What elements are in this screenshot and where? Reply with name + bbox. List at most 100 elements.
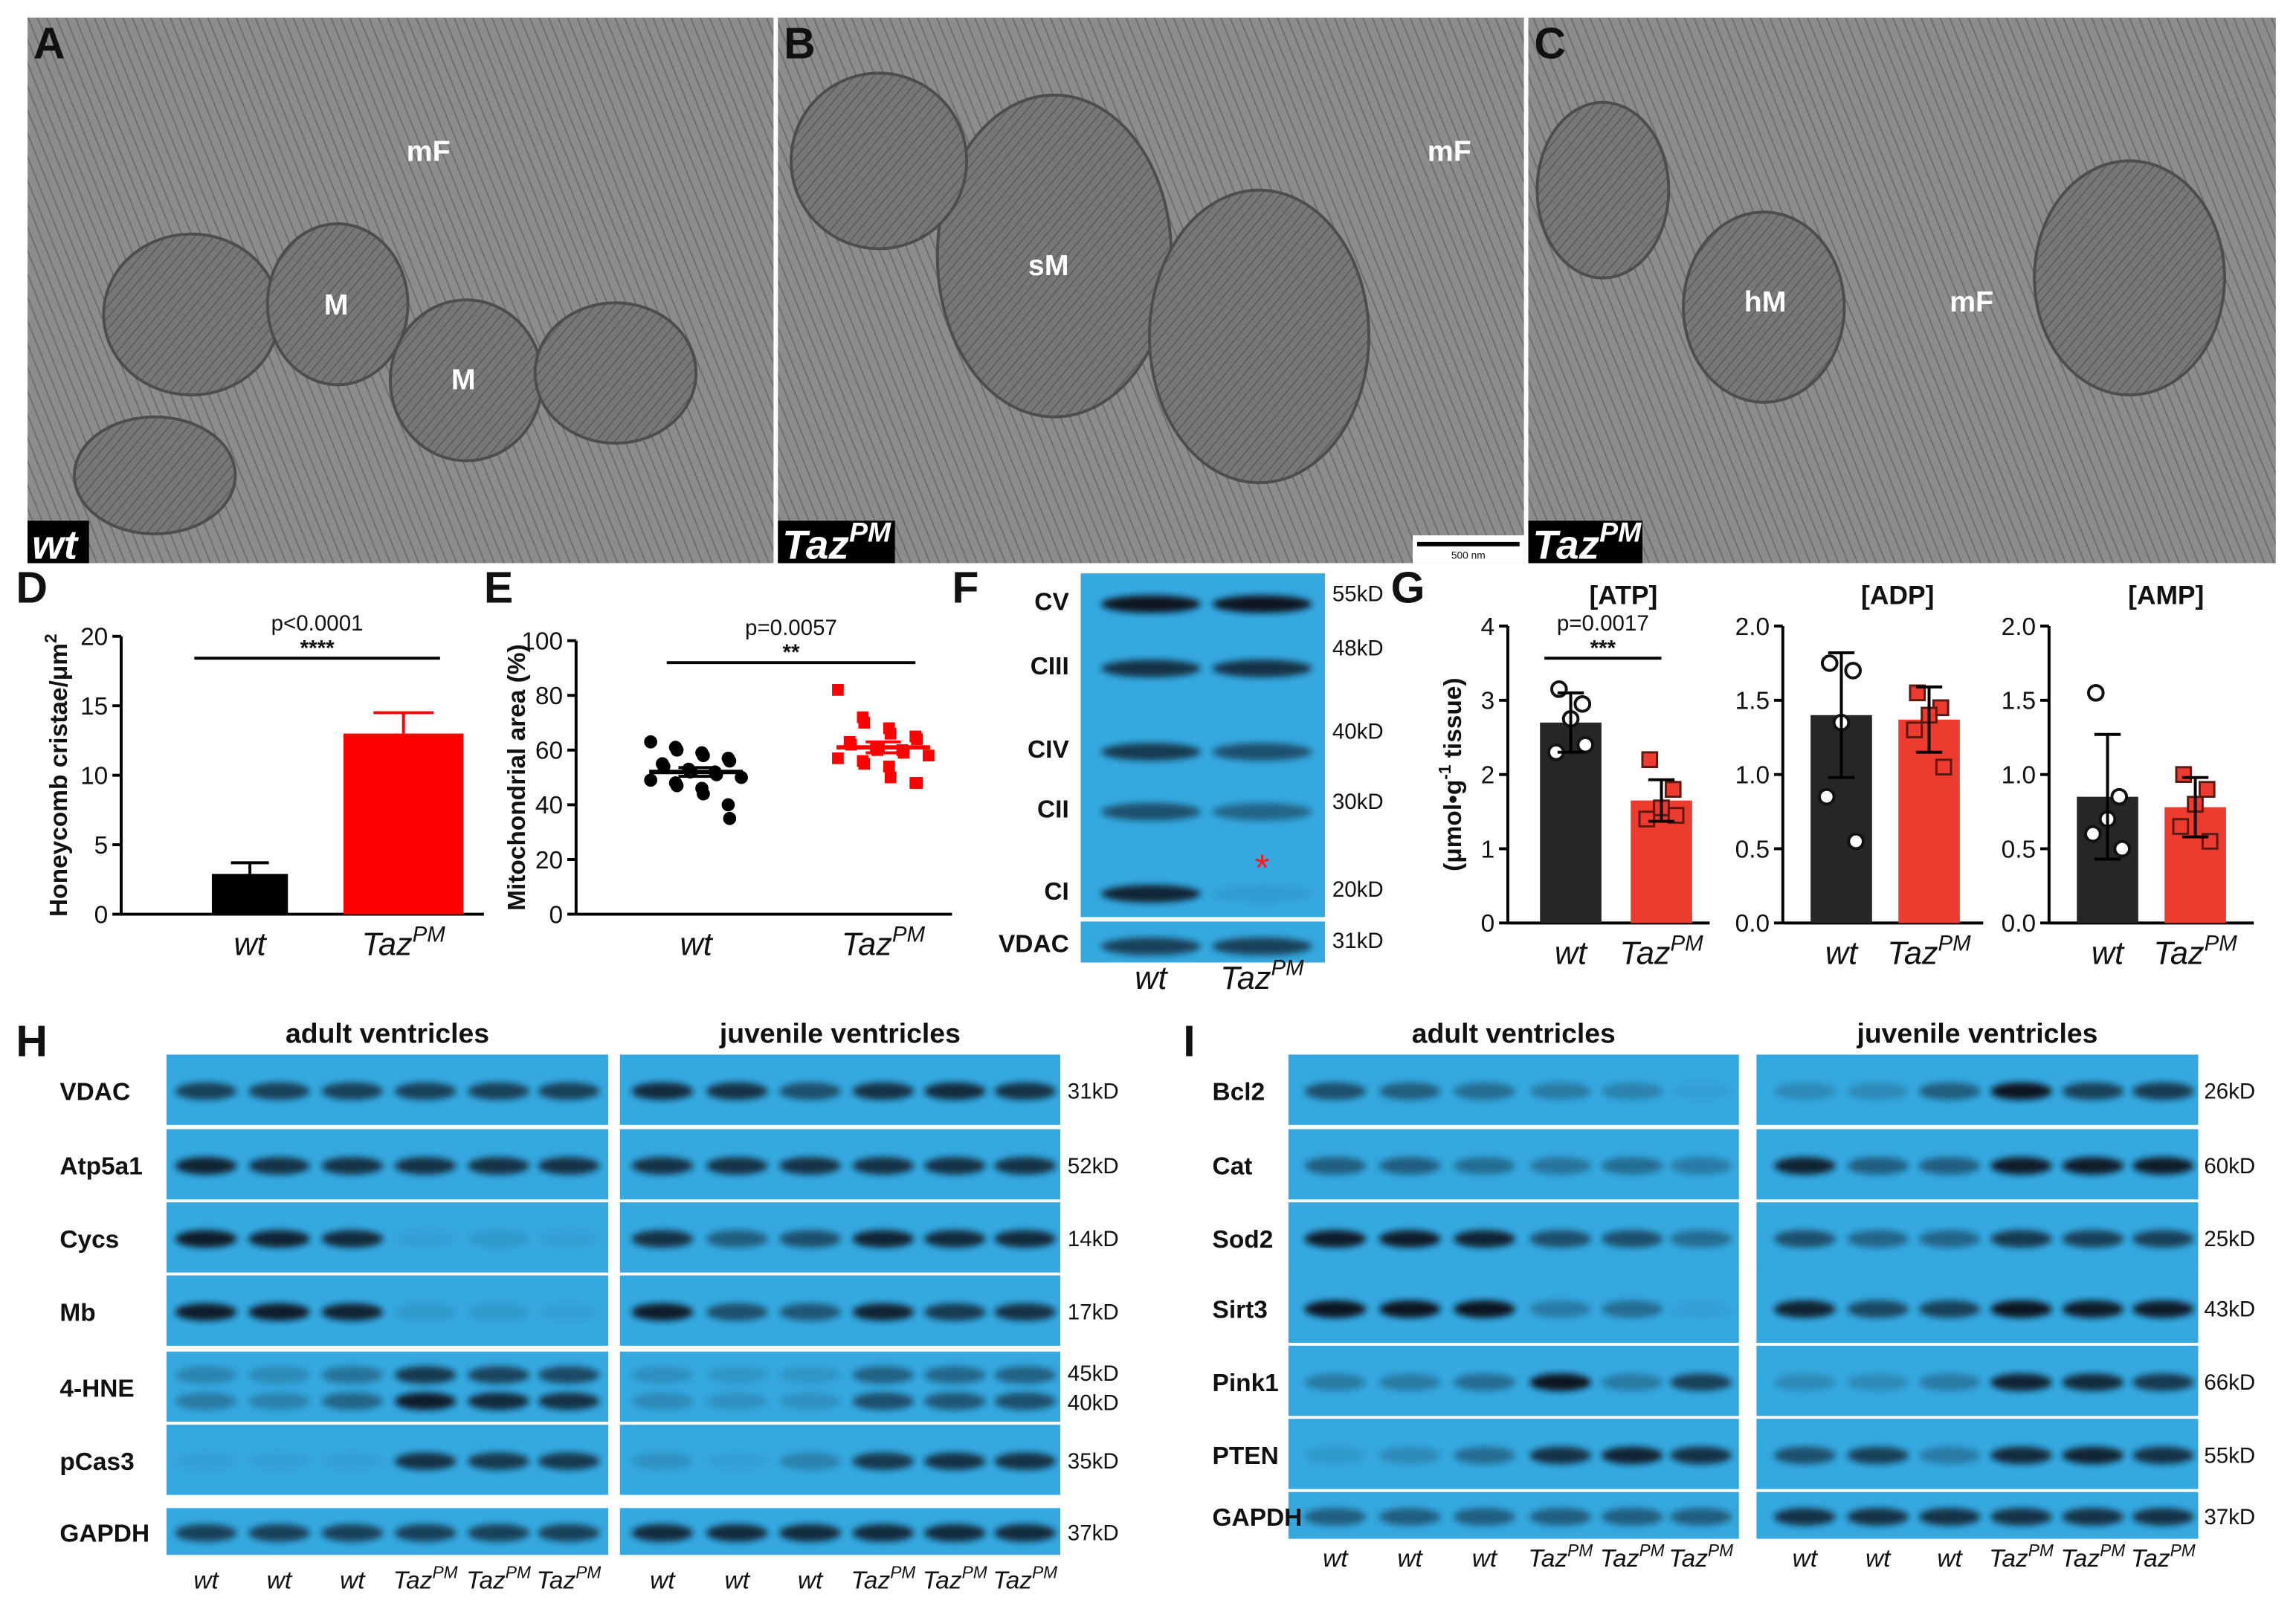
band bbox=[1773, 1230, 1836, 1248]
text-part: wt bbox=[1937, 1545, 1963, 1573]
error-bar bbox=[230, 861, 269, 874]
band bbox=[321, 1523, 384, 1542]
band bbox=[631, 1157, 694, 1175]
band bbox=[1918, 1230, 1981, 1248]
text-part: PM bbox=[575, 1562, 601, 1581]
band bbox=[1847, 1446, 1909, 1465]
band bbox=[2062, 1082, 2124, 1100]
panel-letter: B bbox=[784, 19, 816, 68]
blot-strip bbox=[166, 1275, 609, 1346]
text-part: Taz bbox=[993, 1567, 1032, 1594]
band bbox=[1847, 1373, 1909, 1391]
band bbox=[248, 1366, 310, 1384]
band bbox=[1601, 1373, 1663, 1391]
lane-label: wt bbox=[1937, 1545, 1963, 1573]
error-bar bbox=[1557, 691, 1584, 754]
band bbox=[1773, 1300, 1836, 1318]
em-annotation: mF bbox=[1950, 286, 1993, 318]
text-part: Taz bbox=[1619, 935, 1671, 971]
band bbox=[1378, 1300, 1441, 1318]
data-point bbox=[1818, 787, 1836, 806]
text-part: PM bbox=[1599, 516, 1642, 547]
band bbox=[2062, 1157, 2124, 1175]
lane-label: wt bbox=[1793, 1545, 1819, 1573]
band bbox=[321, 1392, 384, 1410]
band bbox=[706, 1392, 768, 1410]
size-label: 26kD bbox=[2204, 1079, 2255, 1103]
text-part: wt bbox=[1555, 935, 1588, 971]
lane-label: wt bbox=[724, 1567, 750, 1594]
band bbox=[994, 1082, 1057, 1100]
band bbox=[1918, 1300, 1981, 1318]
band bbox=[394, 1366, 457, 1384]
bar bbox=[211, 874, 288, 915]
band bbox=[1454, 1082, 1515, 1100]
x-tick-label: TazPM bbox=[362, 922, 446, 962]
band bbox=[1670, 1446, 1732, 1465]
band bbox=[779, 1392, 841, 1410]
text-part: wt bbox=[1825, 935, 1859, 971]
text-part: wt bbox=[2092, 935, 2125, 971]
x-tick-label: wt bbox=[2092, 935, 2125, 971]
band bbox=[924, 1303, 986, 1321]
p-value: p=0.0017 bbox=[1557, 611, 1649, 636]
data-point bbox=[1906, 721, 1923, 739]
band bbox=[924, 1230, 986, 1248]
text-part: (μmol•g bbox=[1439, 780, 1467, 871]
band bbox=[1773, 1508, 1836, 1526]
band bbox=[1847, 1082, 1909, 1100]
band bbox=[1529, 1446, 1592, 1465]
band bbox=[175, 1366, 237, 1384]
x-tick-label: TazPM bbox=[2153, 931, 2237, 971]
em-annotation: mF bbox=[1428, 135, 1471, 167]
data-point bbox=[897, 747, 910, 759]
row-label: Sirt3 bbox=[1213, 1297, 1268, 1324]
band bbox=[1990, 1230, 2052, 1248]
y-tick-label: 0.5 bbox=[2002, 836, 2036, 863]
size-label: 52kD bbox=[1068, 1154, 1119, 1178]
band bbox=[1378, 1082, 1441, 1100]
band bbox=[1773, 1157, 1836, 1175]
band bbox=[2062, 1230, 2124, 1248]
band bbox=[394, 1523, 457, 1542]
text-part: Mitochondrial area (%) bbox=[503, 644, 531, 911]
row-label: GAPDH bbox=[1213, 1504, 1303, 1532]
band bbox=[924, 1366, 986, 1384]
blot-heading: juvenile ventricles bbox=[1856, 1018, 2097, 1049]
y-tick-label: 0 bbox=[1481, 910, 1495, 938]
data-point bbox=[2113, 839, 2132, 858]
band bbox=[706, 1523, 768, 1542]
band bbox=[631, 1392, 694, 1410]
text-part: PM bbox=[892, 922, 926, 947]
band bbox=[631, 1523, 694, 1542]
row-label: CIV bbox=[1028, 736, 1069, 764]
band bbox=[924, 1157, 986, 1175]
band bbox=[994, 1157, 1057, 1175]
y-tick-label: 4 bbox=[1481, 613, 1495, 641]
size-label: 31kD bbox=[1332, 929, 1384, 953]
band bbox=[1529, 1230, 1592, 1248]
lane-label: TazPM bbox=[393, 1562, 458, 1594]
data-point bbox=[884, 771, 897, 784]
data-point bbox=[1844, 662, 1863, 680]
row-label: Mb bbox=[59, 1299, 95, 1326]
band bbox=[2132, 1508, 2194, 1526]
y-tick-label: 5 bbox=[94, 832, 109, 860]
text-part: PM bbox=[1567, 1541, 1593, 1560]
y-tick-label: 0 bbox=[94, 901, 109, 929]
band bbox=[1918, 1082, 1981, 1100]
significance-stars: **** bbox=[300, 636, 335, 660]
text-part: wt bbox=[1793, 1545, 1819, 1573]
y-tick-label: 20 bbox=[80, 624, 108, 651]
band bbox=[1454, 1230, 1515, 1248]
text-part: Taz bbox=[2153, 935, 2205, 971]
band bbox=[1212, 660, 1312, 677]
p-value: p=0.0057 bbox=[745, 616, 837, 640]
error-bar bbox=[1648, 778, 1675, 823]
band bbox=[394, 1082, 457, 1100]
band bbox=[779, 1157, 841, 1175]
y-tick-label: 20 bbox=[535, 847, 563, 874]
row-label: Cycs bbox=[59, 1226, 119, 1254]
text-part: PM bbox=[849, 516, 891, 547]
band bbox=[1212, 938, 1312, 955]
